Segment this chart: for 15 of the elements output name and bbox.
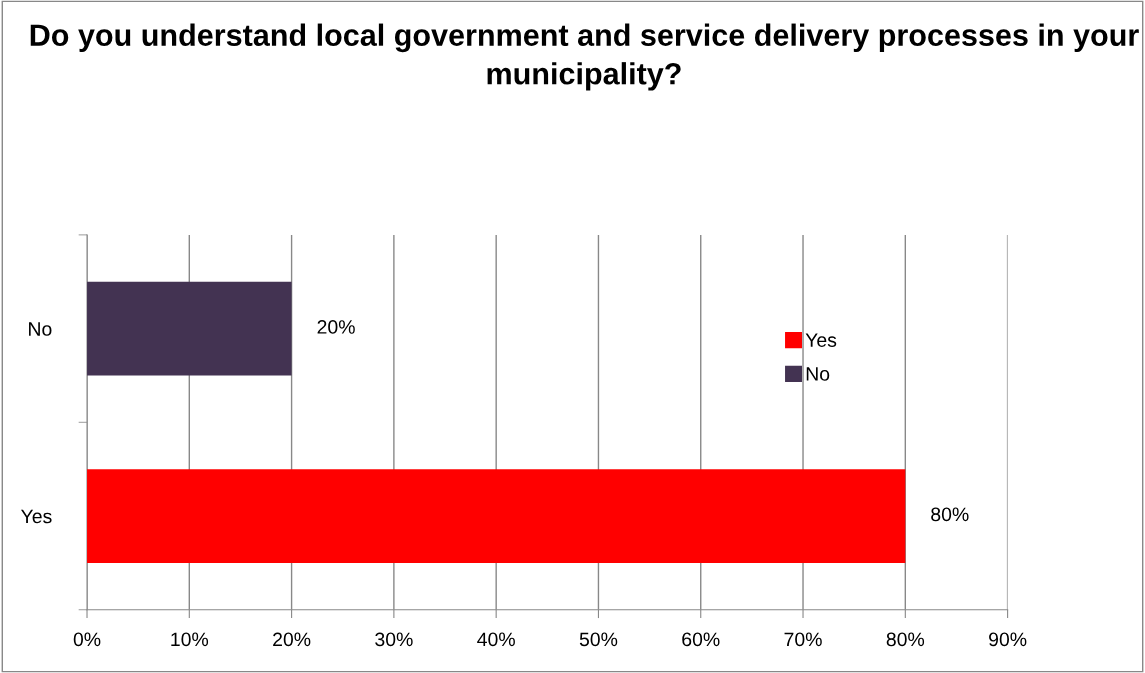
x-tick-label: 60% <box>682 632 720 647</box>
x-tick-label: 70% <box>784 632 822 647</box>
chart-title: Do you understand local government and service delivery processes in your municipality? <box>30 23 1139 91</box>
x-tick-label: 40% <box>477 632 515 647</box>
x-tick-label: 90% <box>989 632 1027 647</box>
x-tick-label: 20% <box>273 632 311 647</box>
x-tick-label: 0% <box>73 632 101 647</box>
x-tick-label: 80% <box>886 632 925 647</box>
x-tick-label: 30% <box>375 632 413 647</box>
data-label: 80% <box>931 507 969 522</box>
x-tick-label: 50% <box>579 632 618 647</box>
x-tick-label: 10% <box>171 632 209 647</box>
legend-label: Yes <box>805 333 837 347</box>
legend-label: No <box>806 367 830 381</box>
data-label: 20% <box>317 320 355 334</box>
